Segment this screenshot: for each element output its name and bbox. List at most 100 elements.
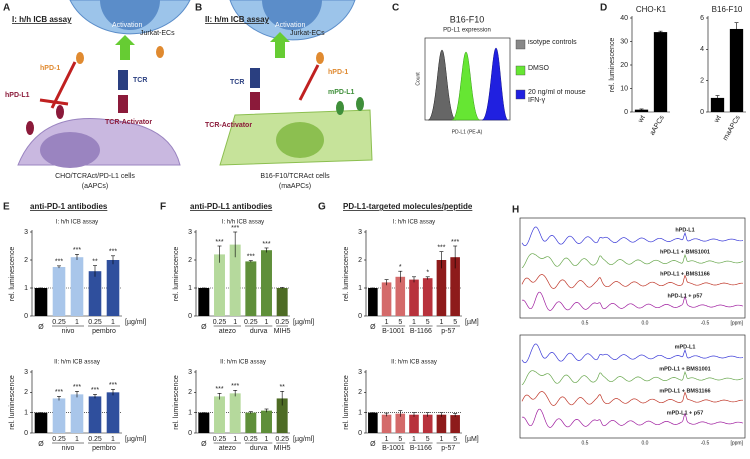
y-tick-label: 0 [24, 313, 28, 320]
group-label: MIH5 [274, 445, 291, 452]
panel-title: anti-PD-L1 antibodies [190, 202, 273, 211]
spectrum-label: hPD-L1 + BMS1001 [660, 249, 710, 255]
y-tick-label: 3 [188, 229, 192, 236]
x-tick-label: 5 [453, 436, 457, 443]
panel-label: F [160, 202, 166, 213]
group-label: pembro [92, 445, 116, 452]
error-bar [248, 260, 253, 263]
bar [214, 254, 225, 316]
bar [634, 109, 649, 112]
jurkat-nucleus [262, 0, 322, 30]
error-bar [280, 287, 285, 289]
error-bar [453, 245, 458, 269]
label: B16-F10/TCRAct cells [260, 173, 330, 180]
panel-title: I: h/h ICB assay [12, 15, 72, 24]
bar [436, 260, 447, 316]
error-bar [425, 276, 430, 280]
panel-label: C [392, 3, 399, 14]
label: Jurkat-ECs [290, 30, 325, 37]
pd1 [316, 52, 324, 64]
panel-label: E [3, 202, 10, 213]
legend-label-box: 20 ng/ml of mouse IFN-γ [528, 89, 586, 104]
x-tick-label: 1 [439, 436, 443, 443]
y-tick-label: 0 [358, 430, 362, 437]
jurkat-nucleus [100, 0, 160, 30]
spectrum-label: mPD-L1 [675, 344, 696, 350]
chart-title: I: h/h ICB assay [56, 220, 98, 226]
chart-title: B16-F10 [450, 14, 485, 24]
y-tick-label: 2 [24, 257, 28, 264]
group-label: p-57 [441, 328, 455, 335]
chart-title: B16-F10 [712, 5, 743, 14]
chart-subtitle: PD-L1 expression [443, 28, 491, 34]
pd1 [156, 46, 164, 58]
inhibition [50, 61, 77, 109]
significance-label: *** [73, 384, 81, 391]
error-bar [93, 265, 97, 277]
spectrum [521, 291, 744, 311]
significance-label: *** [215, 239, 223, 246]
y-tick-label: 1 [358, 410, 362, 417]
label: Activation [275, 22, 305, 29]
significance-label: *** [91, 387, 99, 394]
label: hPD-L1 [5, 92, 30, 99]
bar [261, 410, 272, 433]
y-tick-label: 0 [358, 313, 362, 320]
bar [409, 414, 419, 433]
x-tick-label: 5 [453, 319, 457, 326]
bar [88, 271, 102, 316]
tcr-activator [118, 95, 128, 113]
x-tick-label: 0.25 [213, 319, 227, 326]
panel-title: anti-PD-1 antibodies [30, 202, 108, 211]
bar [710, 97, 725, 112]
bar [198, 288, 210, 316]
x-tick-label: 1 [111, 319, 115, 326]
x-tick-label: 1 [439, 319, 443, 326]
x-tick-label: 5 [426, 436, 430, 443]
x-tick-label: 5 [426, 319, 430, 326]
label: TCR [133, 77, 147, 84]
y-tick-label: 1 [24, 285, 28, 292]
error-bar [111, 255, 115, 265]
group-label: MIH5 [274, 328, 291, 335]
y-tick-label: 3 [24, 229, 28, 236]
bar [52, 267, 66, 316]
panel-label: H [512, 205, 519, 216]
spectrum [521, 408, 744, 428]
group-label: B-1001 [382, 328, 405, 335]
bar [276, 288, 288, 316]
significance-label: *** [451, 239, 459, 246]
y-tick-label: 1 [188, 410, 192, 417]
x-tick-label: 1 [385, 436, 389, 443]
error-bar [280, 391, 285, 406]
y-tick-label: 20 [620, 62, 628, 69]
x-tick-label: 1 [412, 436, 416, 443]
x-tick-label: 0.0 [642, 440, 649, 446]
apc-cell [17, 118, 181, 166]
bar [229, 393, 241, 433]
y-axis-label: rel. luminescence [173, 247, 180, 302]
x-tick-label: 0.5 [582, 440, 589, 446]
panel-label: B [195, 3, 202, 14]
bar [245, 261, 257, 316]
x-tick-label: Ø [370, 324, 376, 331]
x-tick-label: Ø [38, 324, 44, 331]
error-bar [264, 247, 269, 253]
unit-label: [µg/ml] [125, 319, 146, 326]
pdl1 [336, 101, 344, 115]
error-bar [384, 412, 389, 417]
unit-label: [µg/ml] [125, 436, 146, 443]
label: (aAPCs) [82, 183, 108, 190]
error-bar [384, 279, 389, 286]
isotype-peak [427, 49, 457, 121]
legend-label: isotype controls [528, 39, 577, 46]
x-tick-label: wt [713, 114, 723, 124]
spectrum [521, 391, 743, 406]
group-label: B-1001 [382, 445, 405, 452]
x-tick-label: 1 [385, 319, 389, 326]
x-tick-label: 1 [233, 319, 237, 326]
panel-label: A [3, 3, 10, 14]
y-axis-label: rel. luminescence [609, 38, 616, 93]
